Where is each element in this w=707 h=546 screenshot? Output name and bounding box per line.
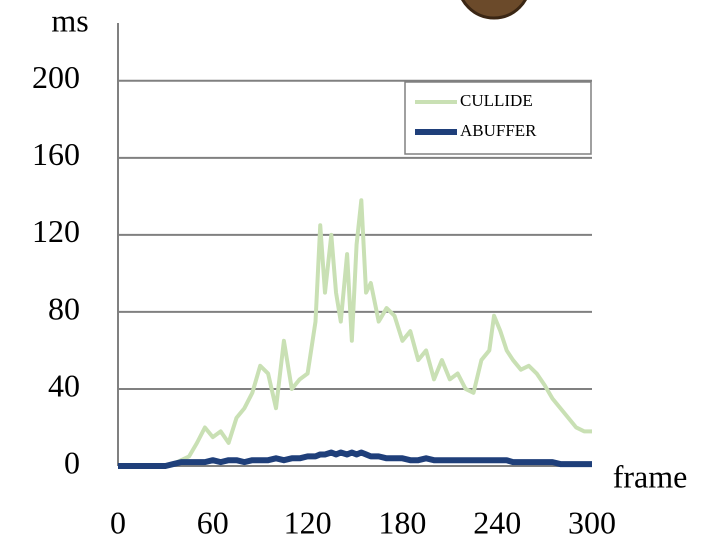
series-line xyxy=(118,198,592,468)
x-tick-label: 180 xyxy=(378,504,426,540)
legend-label: CULLIDE xyxy=(460,91,533,110)
x-tick-label: 300 xyxy=(568,504,616,540)
series-line xyxy=(118,449,592,469)
thumbnail-image xyxy=(461,0,527,20)
y-tick-label: 80 xyxy=(48,290,80,326)
y-axis-label: ms xyxy=(51,2,88,38)
y-tick-label: 0 xyxy=(64,444,80,480)
y-tick-label: 160 xyxy=(32,136,80,172)
y-tick-label: 40 xyxy=(48,367,80,403)
x-tick-label: 120 xyxy=(284,504,332,540)
legend-box xyxy=(404,81,592,155)
y-tick-label: 200 xyxy=(32,59,80,95)
x-tick-label: 240 xyxy=(473,504,521,540)
x-tick-label: 0 xyxy=(110,504,126,540)
legend-label: ABUFFER xyxy=(460,121,537,140)
x-axis-label: frame xyxy=(613,458,688,494)
x-tick-label: 60 xyxy=(197,504,229,540)
y-tick-label: 120 xyxy=(32,213,80,249)
